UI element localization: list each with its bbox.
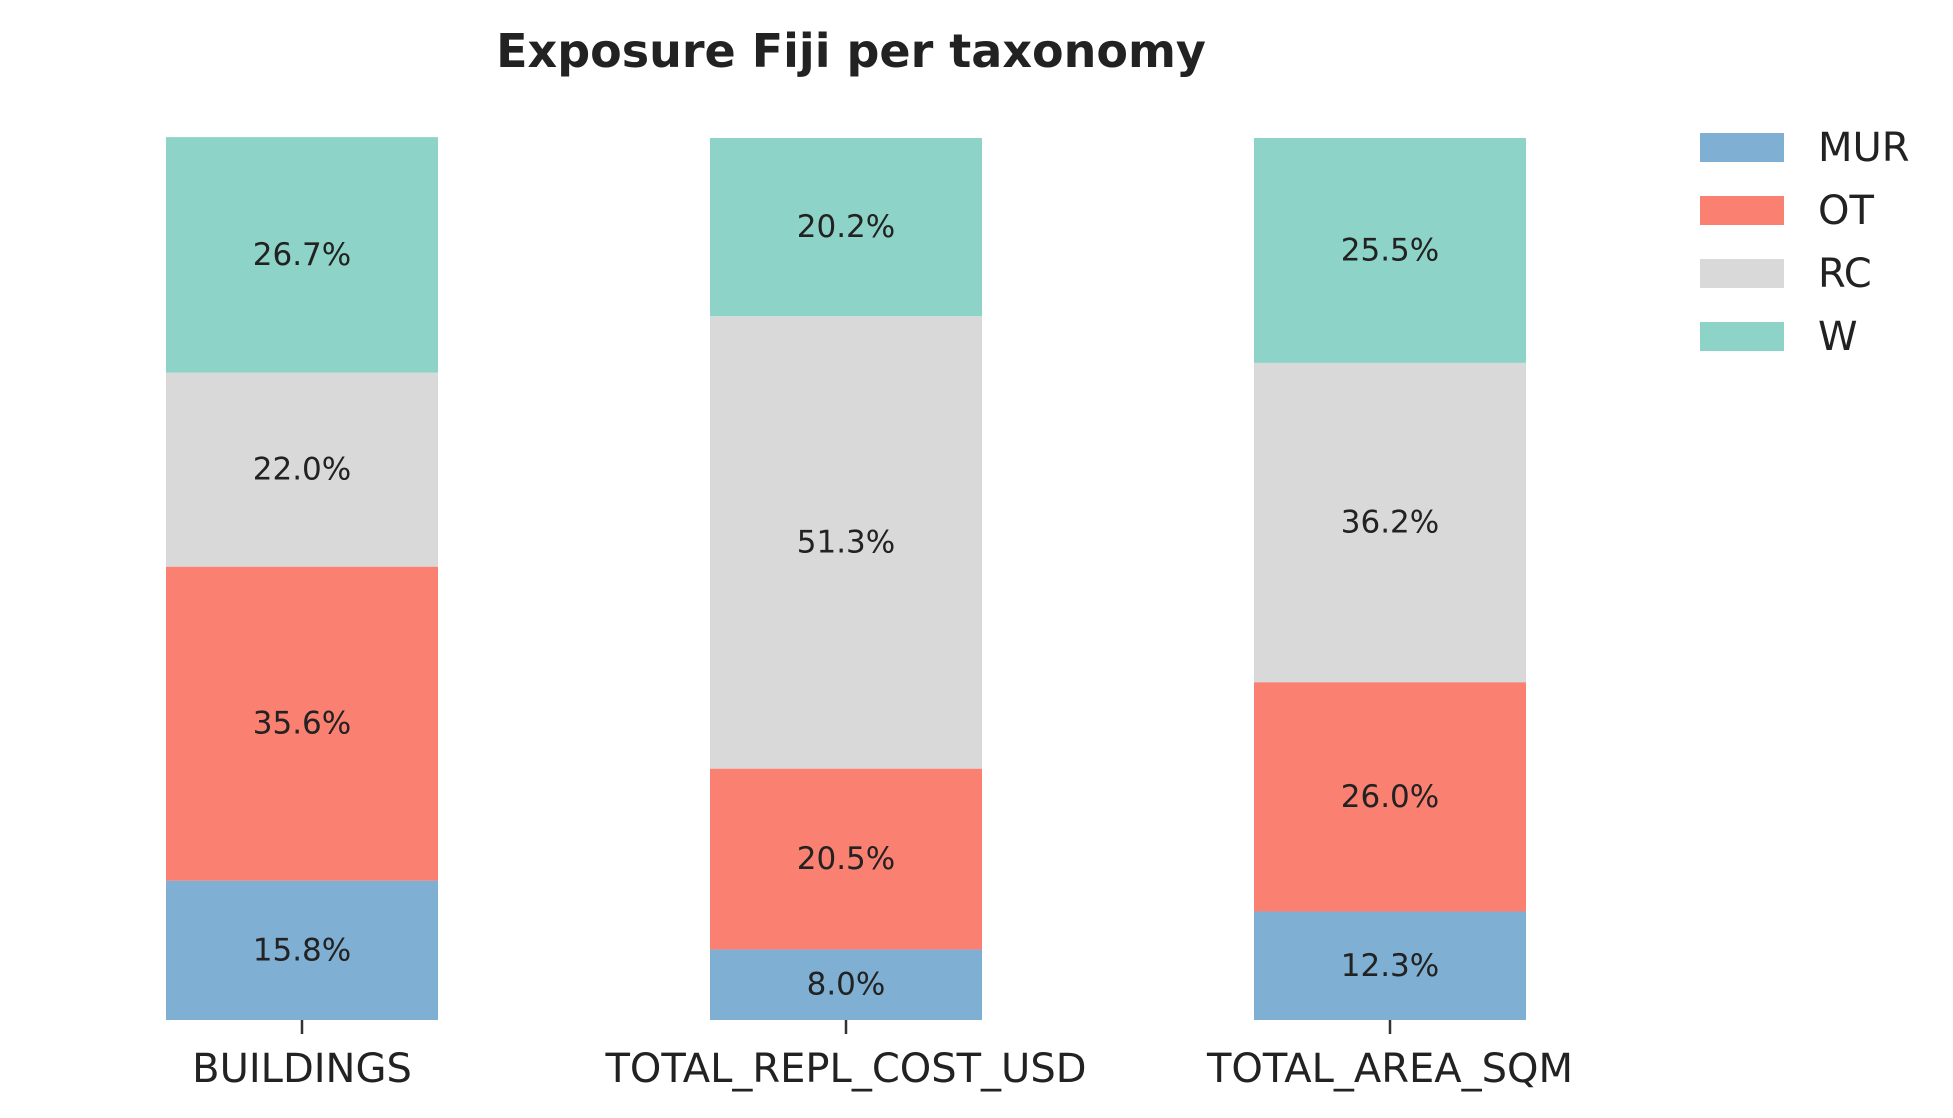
data-label-total-area-sqm-rc: 36.2%	[1341, 505, 1439, 541]
legend-swatch-ot	[1700, 196, 1784, 225]
bars-layer	[166, 137, 1526, 1020]
x-tick-label-buildings: BUILDINGS	[192, 1046, 412, 1092]
data-label-total-repl-cost-usd-rc: 51.3%	[797, 524, 895, 560]
legend: MUR OT RC W	[1700, 125, 1910, 360]
data-label-total-repl-cost-usd-w: 20.2%	[797, 209, 895, 245]
bar-buildings-w	[166, 137, 438, 373]
legend-swatch-mur	[1700, 133, 1784, 162]
legend-swatch-rc	[1700, 259, 1784, 288]
data-label-total-area-sqm-mur: 12.3%	[1341, 948, 1439, 984]
x-tick-label-total-area-sqm: TOTAL_AREA_SQM	[1206, 1046, 1573, 1092]
bar-total-area-sqm-rc	[1254, 362, 1526, 683]
bar-total-area-sqm-mur	[1254, 911, 1526, 1020]
legend-label-w: W	[1818, 314, 1858, 360]
data-label-buildings-mur: 15.8%	[253, 932, 351, 968]
bar-buildings-ot	[166, 566, 438, 881]
bar-buildings-rc	[166, 372, 438, 567]
data-label-total-repl-cost-usd-mur: 8.0%	[807, 967, 886, 1003]
data-labels-layer: 15.8% 35.6% 22.0% 26.7% 8.0% 20.5% 51.3% 20.2% 1…	[253, 209, 1439, 1003]
legend-label-rc: RC	[1818, 251, 1872, 297]
bar-buildings-mur	[166, 880, 438, 1020]
bar-total-area-sqm-ot	[1254, 682, 1526, 912]
data-label-total-repl-cost-usd-ot: 20.5%	[797, 841, 895, 877]
chart-title: Exposure Fiji per taxonomy	[496, 24, 1206, 78]
bar-total-repl-cost-usd-ot	[710, 768, 982, 950]
legend-label-mur: MUR	[1818, 125, 1910, 171]
data-label-buildings-ot: 35.6%	[253, 706, 351, 742]
bar-total-area-sqm-w	[1254, 138, 1526, 363]
data-label-total-area-sqm-ot: 26.0%	[1341, 779, 1439, 815]
bar-total-repl-cost-usd-rc	[710, 316, 982, 769]
legend-swatch-w	[1700, 322, 1784, 351]
x-tick-label-total-repl-cost-usd: TOTAL_REPL_COST_USD	[604, 1046, 1086, 1092]
bar-total-repl-cost-usd-w	[710, 138, 982, 317]
legend-label-ot: OT	[1818, 188, 1874, 234]
data-label-buildings-w: 26.7%	[253, 237, 351, 273]
data-label-buildings-rc: 22.0%	[253, 452, 351, 488]
x-axis: BUILDINGS TOTAL_REPL_COST_USD TOTAL_AREA_S…	[192, 1020, 1573, 1092]
data-label-total-area-sqm-w: 25.5%	[1341, 232, 1439, 268]
bar-total-repl-cost-usd-mur	[710, 949, 982, 1020]
